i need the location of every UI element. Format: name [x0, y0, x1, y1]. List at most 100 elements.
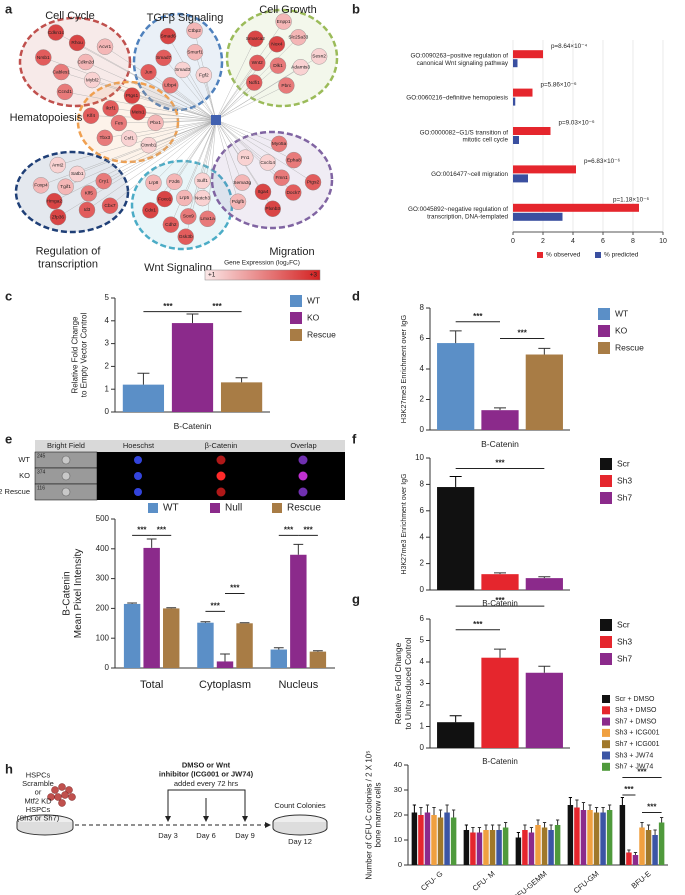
treatment-label: DMSO or Wnt inhibitor (ICG001 or JW74) [159, 761, 254, 779]
gene-node [82, 107, 100, 124]
gene-label: Acvr1 [99, 44, 112, 50]
error-bar [477, 827, 482, 833]
gene-label: Dlk1 [273, 63, 283, 69]
x-tick-label: 0 [511, 238, 515, 245]
error-bar [494, 648, 506, 658]
error-bar [538, 347, 551, 355]
legend-swatch [290, 312, 302, 324]
gene-node [156, 190, 173, 208]
legend-swatch [148, 503, 158, 513]
gene-node [268, 36, 286, 53]
error-bar [412, 804, 417, 813]
gene-label: Slc25a33 [288, 35, 308, 41]
schematic: HSPCs Scramble or Mtf2 KD HSPCs (Sh3 or Sh7) … [16, 761, 328, 846]
edge [153, 119, 217, 183]
error-bar [451, 809, 456, 818]
cluster-outline [132, 12, 224, 112]
panel-letter: d [352, 288, 360, 303]
day-label: Day 9 [235, 831, 255, 840]
bar [470, 832, 476, 865]
gene-node [96, 129, 114, 147]
gene-label: Smad3 [175, 67, 191, 73]
legend-swatch [598, 308, 610, 320]
panel-letter: c [5, 288, 12, 303]
gene-label: Ndfi1 [249, 80, 261, 86]
gene-label: Myo5a [272, 141, 287, 147]
bar [632, 855, 639, 865]
gene-label: Sesn2 [312, 54, 326, 60]
edge [194, 52, 217, 121]
bar [541, 827, 548, 865]
gene-label: Ptgs1 [126, 93, 139, 99]
gene-label: Cdkn2d [77, 59, 94, 65]
error-bar [494, 572, 506, 575]
legend-label: Sh7 + JW74 [615, 764, 653, 771]
gene-label: Klf5 [85, 191, 94, 197]
bar [463, 830, 470, 865]
gene-node [56, 83, 74, 101]
bar [513, 50, 543, 59]
gene-node [69, 165, 86, 183]
day-label: Day 3 [158, 831, 178, 840]
error-bar [607, 804, 612, 810]
dish [16, 822, 74, 836]
p-value: p=9.03×10⁻⁶ [559, 120, 595, 127]
p-value: p=1.18×10⁻⁶ [613, 196, 649, 203]
bar [171, 323, 214, 412]
category-label: GO:0045892~negative regulation of transcr… [408, 206, 508, 220]
bar [567, 805, 574, 865]
error-bar [497, 824, 501, 830]
error-bar [425, 804, 430, 813]
error-bar [484, 824, 488, 830]
bar [143, 547, 160, 668]
network: Cdkn2d Cables1 Rhou Mybl2 Nrsb1 Acvr1 Ccnd1 Cdk… [10, 4, 339, 274]
gene-node [129, 103, 147, 121]
significance-label: *** [230, 584, 240, 593]
gene-label: Lmx1a [200, 216, 215, 222]
error-bar [627, 849, 631, 853]
y-tick-label: 2 [105, 362, 110, 371]
x-tick-label: 6 [601, 238, 605, 245]
significance-label: *** [284, 525, 294, 534]
edge [215, 38, 256, 121]
bar [476, 832, 483, 865]
y-tick-label: 1 [420, 722, 425, 731]
x-tick-label: B-Catenin [481, 439, 519, 449]
gene-label: Smad6 [160, 33, 176, 39]
y-tick-label: 300 [96, 574, 110, 583]
panel-letter: e [5, 431, 12, 446]
y-tick-label: 4 [420, 364, 425, 373]
error-bar [127, 602, 137, 604]
bar [437, 487, 475, 590]
gene-label: Sema3g [233, 180, 251, 186]
y-tick-label: 0 [420, 425, 425, 434]
p-value: p=5.86×10⁻⁶ [541, 81, 577, 88]
colorbar-title: Gene Expression (log₂FC) [224, 260, 300, 267]
error-bar [490, 824, 495, 830]
error-bar [633, 852, 638, 855]
x-tick-label: CFU- M [471, 869, 497, 893]
column-header: Hoeschst [123, 441, 155, 450]
legend-label: Scr [617, 619, 630, 629]
gene-label: Zfp36 [52, 214, 65, 220]
edge [174, 119, 217, 182]
edge [202, 119, 217, 181]
bar [123, 603, 141, 668]
gene-label: Itga4 [258, 189, 269, 195]
gene-label: Enpp1 [277, 19, 291, 25]
gene-node [176, 189, 193, 207]
legend-label: Null [225, 503, 242, 514]
legend-swatch [600, 619, 612, 631]
y-tick-label: 3 [420, 679, 425, 688]
y-tick-label: 100 [96, 633, 110, 642]
legend-label: Sh7 + DMSO [615, 718, 657, 725]
y-tick-label: 400 [96, 544, 110, 553]
gene-label: Sulf1 [197, 178, 208, 184]
edge [188, 119, 217, 217]
gene-node [194, 172, 211, 189]
gene-label: Notch3 [195, 195, 211, 201]
significance-label: *** [637, 768, 647, 777]
cell-nucleus [134, 488, 142, 496]
error-bar [449, 475, 462, 488]
gene-label: Cdx1 [145, 208, 157, 214]
